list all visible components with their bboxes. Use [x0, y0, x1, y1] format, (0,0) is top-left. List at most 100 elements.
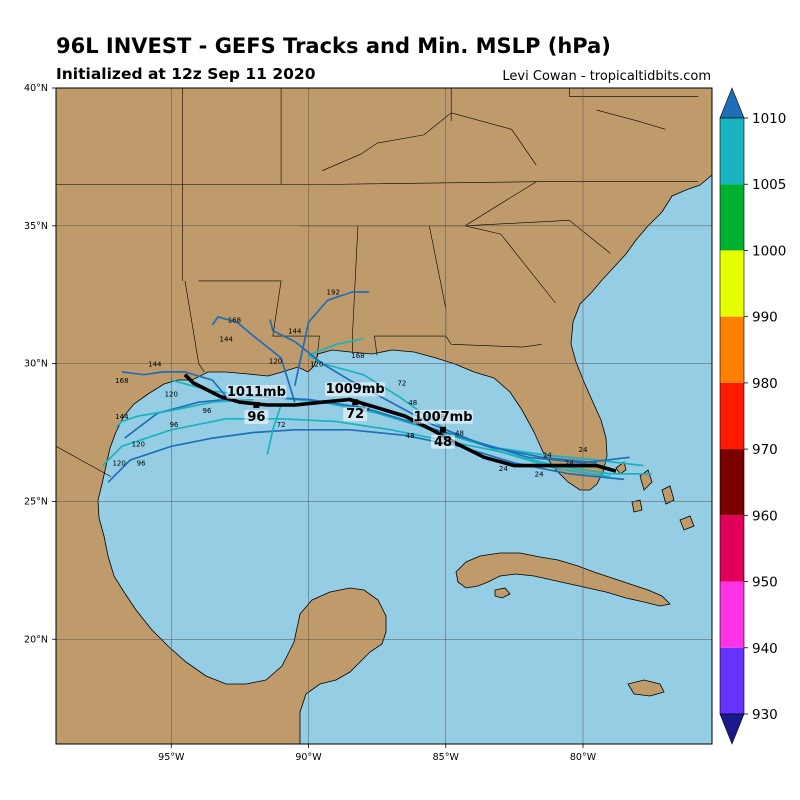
- pressure-label-bg: [413, 409, 474, 424]
- forecast-hour-label: 72: [346, 407, 364, 422]
- member-track: [293, 291, 369, 386]
- land-layer: [56, 88, 712, 744]
- land-cuba: [455, 552, 671, 607]
- border-line: [322, 181, 699, 185]
- colorbar-extend-bottom: [719, 713, 745, 745]
- colorbar-label: 1000: [752, 243, 786, 259]
- lat-tick-label: 35°N: [24, 221, 48, 232]
- mean-track-marker: [352, 399, 359, 406]
- colorbar-segment: [720, 581, 744, 648]
- land-jamaica: [627, 679, 665, 697]
- member-track: [266, 404, 282, 455]
- colorbar-segment: [720, 184, 744, 251]
- mean-track-line: [183, 373, 617, 473]
- lat-tick-label: 20°N: [24, 634, 48, 645]
- axis-ticks: 95°W 90°W 85°W 80°W 40°N 35°N 30°N 25°N 20°N: [24, 83, 597, 763]
- colorbar-segment: [720, 316, 744, 383]
- border-line: [569, 88, 699, 97]
- border-line: [445, 335, 542, 348]
- colorbar-segment: [720, 250, 744, 317]
- border-line: [464, 225, 556, 304]
- member-hour-label: 120: [165, 391, 178, 399]
- graticule: [56, 88, 712, 744]
- border-line: [198, 280, 320, 359]
- colorbar-label: 940: [752, 641, 778, 657]
- member-hour-label: 48: [455, 429, 464, 437]
- member-track: [121, 371, 227, 398]
- forecast-hour-label: 96: [247, 410, 265, 425]
- member-hour-label: 168: [351, 352, 364, 360]
- member-hour-label: 48: [408, 399, 417, 407]
- member-hour-label: 168: [228, 316, 241, 324]
- member-hour-label: 120: [132, 440, 145, 448]
- member-hour-label: 120: [310, 360, 323, 368]
- pressure-label: 1009mb: [326, 382, 385, 397]
- pressure-label-bg: [325, 382, 386, 397]
- member-hour-label: 120: [269, 358, 282, 366]
- member-hour-label: 24: [565, 460, 574, 468]
- member-hour-label: 24: [543, 451, 552, 459]
- map-frame: [55, 87, 713, 745]
- pressure-label-bg: [226, 384, 287, 399]
- forecast-hour-label: 48: [434, 435, 452, 450]
- border-line: [352, 225, 359, 353]
- member-hour-label: 96: [203, 407, 212, 415]
- member-hour-label: 192: [327, 289, 340, 297]
- colorbar-label: 980: [752, 376, 778, 392]
- member-hour-label: 72: [277, 421, 286, 429]
- land-isle-of-youth: [494, 587, 511, 599]
- land-bahamas: [639, 469, 653, 491]
- lon-tick-label: 80°W: [570, 752, 597, 763]
- land-bahamas: [631, 499, 643, 513]
- member-hour-label: 120: [112, 460, 125, 468]
- member-hour-label: 144: [115, 413, 129, 421]
- chart-title: 96L INVEST - GEFS Tracks and Min. MSLP (…: [56, 34, 611, 58]
- border-line: [322, 112, 512, 171]
- colorbar-segment: [720, 647, 744, 714]
- colorbar-segment: [720, 382, 744, 450]
- mean-track-marker: [253, 401, 260, 408]
- land-bahamas: [661, 485, 675, 505]
- mean-track-annotations: 1007mb 48 1009mb 72 1011mb 96: [226, 382, 474, 450]
- border-line: [464, 219, 611, 254]
- member-hour-label: 24: [499, 465, 508, 473]
- colorbar-label: 970: [752, 442, 778, 458]
- lon-tick-label: 95°W: [158, 752, 185, 763]
- lat-tick-label: 40°N: [24, 83, 48, 94]
- land-bahamas: [679, 515, 695, 531]
- member-hour-label: 168: [115, 377, 128, 385]
- member-hour-label: 96: [137, 460, 146, 468]
- pressure-colorbar: 1010 1005 1000 990 980 970 960 950 940 930: [719, 87, 786, 745]
- member-hour-label: 72: [397, 380, 406, 388]
- land-bahamas: [615, 461, 627, 475]
- member-hour-label: 24: [535, 471, 544, 479]
- member-hour-label: 144: [148, 360, 162, 368]
- map-area: 2424242424484848487272729696961201201201…: [56, 88, 712, 744]
- hour-label-bg: [343, 407, 368, 422]
- border-line: [56, 446, 112, 477]
- member-hour-label: 144: [288, 327, 302, 335]
- colorbar-segment: [720, 515, 744, 582]
- colorbar-label: 1005: [752, 177, 786, 193]
- member-hour-label: 48: [406, 432, 415, 440]
- land-north-america: [56, 88, 712, 744]
- credit: Levi Cowan - tropicaltidbits.com: [502, 69, 711, 84]
- colorbar-extend-top: [719, 87, 745, 119]
- member-track: [115, 398, 254, 428]
- mean-track-marker: [440, 426, 447, 433]
- colorbar-label: 990: [752, 310, 778, 326]
- colorbar-label: 930: [752, 707, 778, 723]
- colorbar-label: 950: [752, 575, 778, 591]
- member-hour-label: 144: [219, 336, 233, 344]
- ensemble-mean-track: [183, 373, 617, 473]
- init-time: Initialized at 12z Sep 11 2020: [56, 65, 316, 83]
- lat-tick-label: 30°N: [24, 359, 48, 370]
- colorbar-frame: [719, 117, 745, 715]
- member-hour-label: 24: [579, 446, 588, 454]
- colorbar-segment: [720, 449, 744, 516]
- member-hour-label: 96: [170, 421, 179, 429]
- colorbar-label: 960: [752, 508, 778, 524]
- hour-label-bg: [431, 434, 456, 449]
- member-track: [211, 315, 296, 403]
